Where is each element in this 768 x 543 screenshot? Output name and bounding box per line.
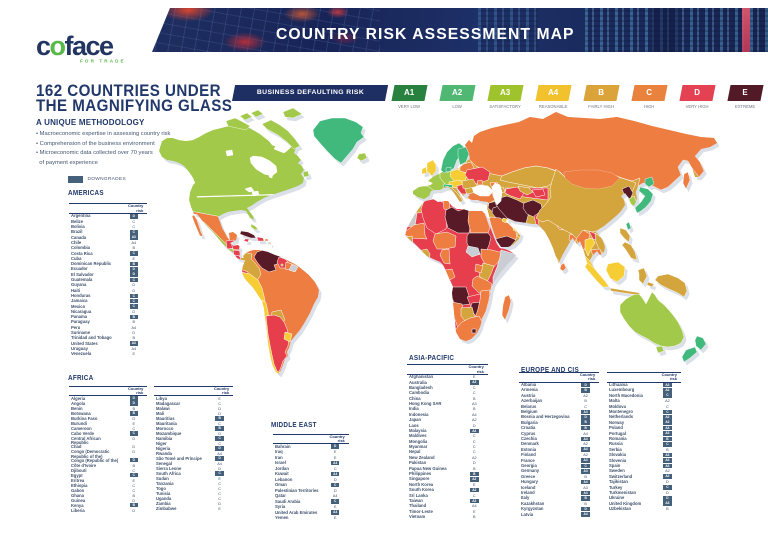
svg-text:FOR TRADE: FOR TRADE xyxy=(80,59,126,64)
svg-text:coface: coface xyxy=(36,31,114,61)
